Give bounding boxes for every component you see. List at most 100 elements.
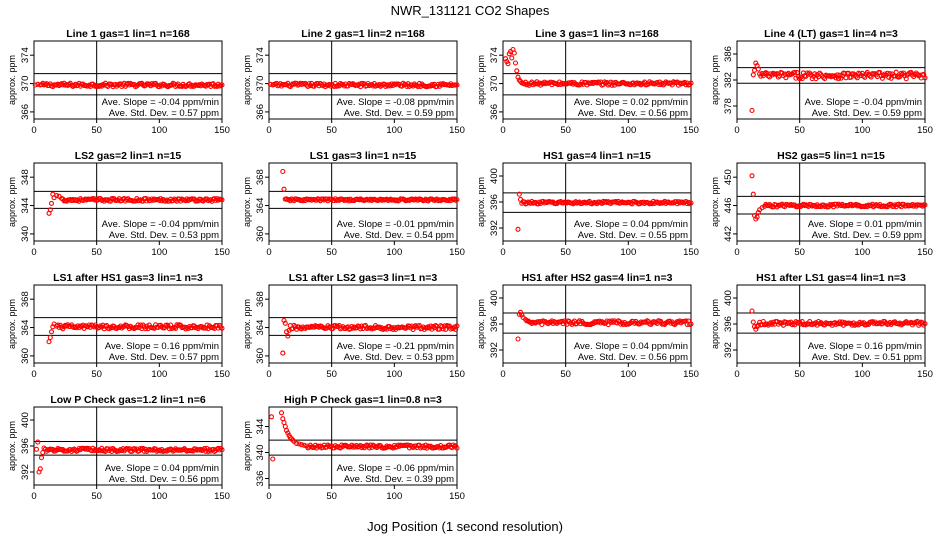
data-point [287, 434, 293, 441]
data-point [901, 70, 907, 76]
data-point [687, 81, 693, 87]
x-tick-label: 0 [31, 491, 36, 502]
y-tick-label: 400 [489, 290, 500, 306]
x-tick-label: 150 [449, 125, 465, 136]
panel-14: High P Check gas=1 lin=0.8 n=3 0 50 100 150 3… [242, 394, 465, 502]
y-tick-label: 364 [255, 198, 266, 214]
data-point [512, 60, 519, 66]
x-tick-label: 150 [917, 247, 933, 258]
data-point [301, 442, 307, 448]
data-point [219, 447, 225, 453]
data-point [131, 446, 137, 452]
panel-title: HS2 gas=5 lin=1 n=15 [777, 150, 885, 162]
y-axis-label: approx. ppm [710, 55, 720, 105]
data-point [219, 325, 225, 331]
y-tick-label: 368 [20, 291, 31, 307]
stddev-annotation: Ave. Std. Dev. = 0.51 ppm [812, 352, 922, 363]
data-point [268, 414, 275, 420]
data-point [454, 196, 460, 203]
data-point [595, 79, 601, 85]
x-tick-label: 0 [500, 125, 505, 136]
x-tick-label: 150 [683, 369, 699, 380]
y-tick-label: 396 [489, 316, 500, 332]
y-tick-label: 378 [723, 98, 734, 114]
data-point [296, 441, 302, 447]
panel-grid: Line 1 gas=1 lin=1 n=168 0 50 100 150 366 370 3… [7, 28, 933, 502]
data-point [107, 198, 114, 204]
slope-annotation: Ave. Slope = -0.04 ppm/min [102, 219, 219, 230]
x-tick-label: 100 [620, 369, 636, 380]
x-tick-label: 100 [151, 369, 167, 380]
data-point [515, 226, 521, 232]
data-point [35, 439, 41, 445]
data-point [135, 322, 141, 328]
data-point [755, 66, 761, 72]
x-tick-label: 0 [31, 369, 36, 380]
x-tick-label: 50 [560, 125, 571, 136]
x-tick-label: 100 [854, 369, 870, 380]
panel-11: HS1 after HS2 gas=4 lin=1 n=3 0 50 100 150 39… [476, 272, 699, 380]
panel-6: LS1 gas=3 lin=1 n=15 0 50 100 150 360 364 368ap… [242, 150, 465, 258]
y-tick-label: 370 [255, 76, 266, 92]
y-axis-label: approx. ppm [242, 421, 252, 471]
data-point [509, 55, 515, 61]
data-point [758, 73, 764, 79]
data-point [517, 309, 524, 315]
data-point [779, 70, 785, 76]
slope-annotation: Ave. Slope = 0.16 ppm/min [105, 341, 219, 352]
data-point [37, 466, 43, 472]
data-point [161, 325, 167, 331]
y-tick-label: 366 [20, 104, 31, 120]
data-point [218, 445, 224, 451]
x-tick-label: 150 [214, 125, 230, 136]
data-point [357, 326, 364, 332]
y-axis-label: approx. ppm [7, 421, 17, 471]
x-tick-label: 100 [386, 125, 402, 136]
y-tick-label: 400 [20, 412, 31, 428]
panel-13: Low P Check gas=1.2 lin=1 n=6 0 50 100 150 39… [7, 394, 230, 502]
y-tick-label: 374 [255, 47, 266, 63]
x-tick-label: 0 [734, 369, 739, 380]
y-tick-label: 396 [489, 194, 500, 210]
x-tick-label: 150 [214, 247, 230, 258]
panel-4: Line 4 (LT) gas=1 lin=4 n=3 0 50 100 150 378 3… [710, 28, 933, 136]
x-tick-label: 0 [500, 247, 505, 258]
panel-title: HS1 gas=4 lin=1 n=15 [543, 150, 651, 162]
panel-title: Line 2 gas=1 lin=2 n=168 [301, 28, 425, 40]
y-tick-label: 400 [489, 168, 500, 184]
x-tick-label: 0 [500, 369, 505, 380]
panel-title: LS1 after LS2 gas=3 lin=1 n=3 [289, 272, 438, 284]
panel-2: Line 2 gas=1 lin=2 n=168 0 50 100 150 366 370 3… [242, 28, 465, 136]
data-point [753, 60, 759, 66]
data-point [515, 336, 521, 342]
data-point [204, 445, 210, 452]
x-tick-label: 150 [214, 491, 230, 502]
plot-frame [268, 40, 458, 120]
data-point [556, 79, 562, 85]
y-tick-label: 392 [20, 464, 31, 480]
x-tick-label: 150 [449, 247, 465, 258]
y-tick-label: 446 [723, 198, 734, 214]
plot-frame [736, 162, 926, 242]
x-tick-label: 50 [91, 491, 102, 502]
data-point [854, 75, 860, 81]
data-point [879, 75, 885, 81]
data-point [134, 324, 140, 331]
data-point [216, 83, 223, 89]
data-point [812, 321, 818, 327]
panel-title: Line 3 gas=1 lin=3 n=168 [535, 28, 659, 40]
x-tick-label: 0 [31, 247, 36, 258]
x-tick-label: 50 [794, 369, 805, 380]
x-tick-label: 50 [794, 247, 805, 258]
y-axis-label: approx. ppm [242, 299, 252, 349]
x-tick-label: 0 [734, 125, 739, 136]
panel-title: Low P Check gas=1.2 lin=1 n=6 [50, 394, 205, 406]
stddev-annotation: Ave. Std. Dev. = 0.56 ppm [578, 352, 688, 363]
slope-annotation: Ave. Slope = 0.04 ppm/min [574, 341, 688, 352]
slope-annotation: Ave. Slope = -0.04 ppm/min [805, 97, 922, 108]
data-point [90, 445, 96, 451]
x-tick-label: 150 [917, 369, 933, 380]
panel-title: LS1 after HS1 gas=3 lin=1 n=3 [53, 272, 203, 284]
slope-annotation: Ave. Slope = -0.21 ppm/min [337, 341, 454, 352]
